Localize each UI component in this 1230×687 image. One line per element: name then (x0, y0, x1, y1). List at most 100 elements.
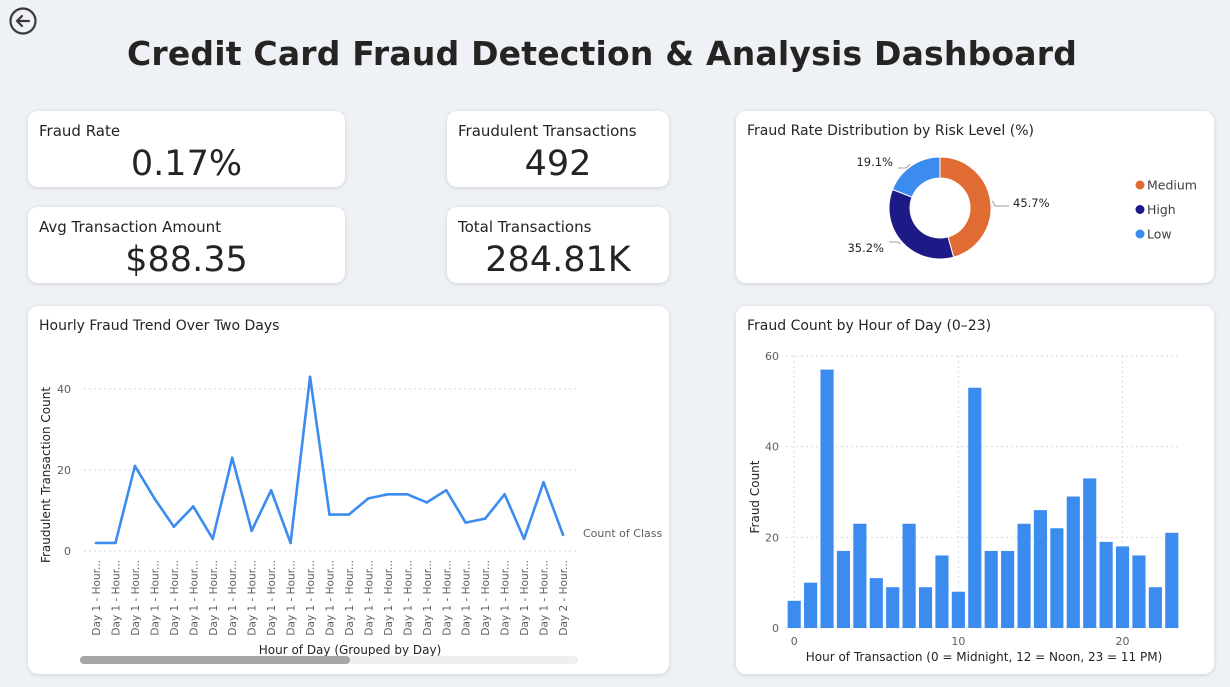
horizontal-scrollbar[interactable] (80, 656, 578, 664)
bar-hour-14 (1017, 523, 1031, 628)
x-tick-label: Day 1 - Hour... (500, 560, 512, 636)
data-point (406, 493, 409, 496)
x-tick-label: Day 1 - Hour... (422, 560, 434, 636)
back-button[interactable] (8, 6, 38, 36)
hourly-trend-chart[interactable]: 0 20 40 Fraudulent Transaction Count Count o… (28, 306, 669, 674)
data-point (522, 537, 526, 541)
x-tick-label: Day 1 - Hour... (480, 560, 492, 636)
data-point (230, 456, 234, 460)
data-point (347, 513, 351, 516)
donut-slice-medium (939, 156, 992, 258)
bar-hour-22 (1148, 587, 1162, 628)
series-label: Count of Class (583, 527, 662, 540)
data-point (542, 480, 545, 484)
bar-hour-8 (918, 587, 933, 628)
data-point (289, 541, 292, 545)
x-tick-label: Day 1 - Hour... (188, 560, 200, 636)
data-point (94, 541, 98, 545)
legend-marker (1135, 180, 1145, 190)
data-point (561, 533, 565, 537)
data-point (250, 529, 253, 533)
bar-hour-0 (787, 600, 801, 628)
bar-hour-5 (869, 578, 883, 628)
bar-hour-10 (951, 591, 965, 628)
page-title: Credit Card Fraud Detection & Analysis D… (126, 34, 1078, 73)
x-axis-label: Hour of Day (Grouped by Day) (259, 643, 442, 657)
x-tick-label: Day 2 - Hour... (558, 560, 570, 636)
kpi-value: 492 (524, 144, 592, 184)
kpi-card-fraudulent-transactions: Fraudulent Transactions 492 (447, 111, 669, 187)
bar-hour-2 (820, 369, 834, 628)
kpi-card-fraud-rate: Fraud Rate 0.17% (28, 111, 345, 187)
bar-hour-13 (1001, 550, 1015, 628)
data-point (211, 537, 215, 541)
data-point (133, 464, 137, 468)
x-tick-label: Day 1 - Hour... (247, 560, 259, 636)
back-arrow-icon (9, 7, 37, 35)
legend-label-high: High (1147, 202, 1176, 217)
data-point (308, 375, 312, 379)
x-tick-label: Day 1 - Hour... (91, 560, 103, 636)
y-axis-label: Fraud Count (748, 460, 762, 533)
x-tick-label: Day 1 - Hour... (325, 560, 337, 636)
data-point (425, 501, 429, 504)
bar-hour-12 (984, 550, 998, 628)
data-point (172, 525, 176, 528)
x-tick-label: 10 (951, 635, 965, 648)
scrollbar-thumb[interactable] (80, 656, 350, 664)
bar-hour-18 (1083, 478, 1097, 628)
donut-slice-low (891, 156, 941, 198)
donut-leader-line (898, 163, 911, 169)
x-axis-label: Hour of Transaction (0 = Midnight, 12 = … (806, 650, 1163, 664)
legend-marker (1135, 205, 1145, 214)
y-tick-label: 20 (765, 531, 779, 544)
x-tick-label: 0 (791, 635, 798, 648)
hour-bars-card[interactable]: Fraud Count by Hour of Day (0–23) 0 20 40 6… (736, 306, 1214, 674)
chart-title: Fraud Count by Hour of Day (0–23) (747, 318, 992, 334)
y-tick-label: 60 (765, 350, 779, 363)
legend-label-low: Low (1147, 227, 1172, 242)
x-tick-label: Day 1 - Hour... (539, 560, 551, 636)
bar-hour-21 (1132, 555, 1146, 628)
donut-data-label: 19.1% (856, 155, 893, 169)
legend-marker (1135, 229, 1145, 239)
data-point (328, 513, 331, 516)
donut-slice-high (888, 188, 955, 260)
kpi-value: 0.17% (130, 144, 243, 184)
bar-hour-23 (1165, 532, 1179, 628)
bar-hour-20 (1115, 546, 1130, 628)
x-tick-label: Day 1 - Hour... (402, 560, 414, 636)
kpi-label: Fraud Rate (39, 122, 121, 140)
risk-donut-card[interactable]: Fraud Rate Distribution by Risk Level (%… (736, 111, 1214, 283)
x-tick-label: Day 1 - Hour... (383, 560, 395, 636)
series-line-count-of-class (96, 375, 565, 545)
bar-hour-6 (886, 587, 900, 628)
data-point (483, 517, 487, 520)
x-tick-label: Day 1 - Hour... (149, 560, 161, 636)
y-tick-label: 0 (64, 545, 71, 558)
bar-hour-7 (902, 523, 916, 628)
y-tick-label: 40 (765, 441, 779, 454)
risk-donut-chart[interactable]: 45.7% 35.2% 19.1% Medium High Low (736, 111, 1214, 283)
kpi-value: 284.81K (485, 240, 631, 280)
x-tick-label: Day 1 - Hour... (266, 560, 278, 636)
x-tick-label: Day 1 - Hour... (519, 560, 531, 636)
x-tick-label: Day 1 - Hour... (227, 560, 239, 636)
x-tick-label: Day 1 - Hour... (110, 560, 122, 636)
bar-hour-17 (1066, 496, 1080, 628)
bar-hour-19 (1099, 541, 1113, 628)
y-tick-label: 40 (57, 383, 71, 396)
chart-title: Fraud Rate Distribution by Risk Level (%… (747, 123, 1034, 139)
chart-title: Hourly Fraud Trend Over Two Days (39, 318, 280, 334)
x-tick-label: Day 1 - Hour... (344, 560, 356, 636)
data-point (367, 497, 370, 500)
x-tick-label: Day 1 - Hour... (130, 560, 142, 636)
hourly-trend-card[interactable]: Hourly Fraud Trend Over Two Days 0 20 40 Fr… (28, 306, 669, 674)
kpi-label: Avg Transaction Amount (39, 218, 222, 236)
y-tick-label: 20 (57, 464, 71, 477)
data-point (444, 488, 448, 492)
kpi-label: Fraudulent Transactions (458, 122, 637, 140)
bar-hour-4 (853, 523, 867, 628)
kpi-value: $88.35 (125, 240, 248, 280)
